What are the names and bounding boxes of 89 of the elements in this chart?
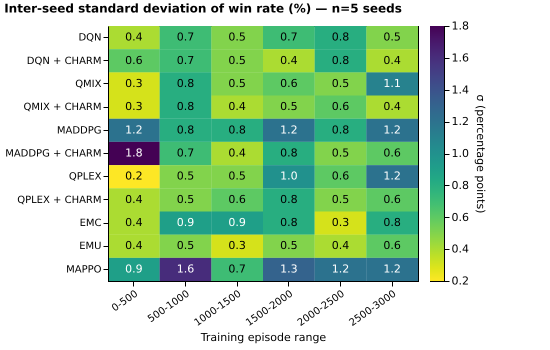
- y-tick-label: DQN: [78, 32, 102, 44]
- data-label: 0.5: [176, 192, 194, 206]
- data-label: 0.6: [383, 239, 401, 252]
- data-label: 0.5: [332, 192, 350, 206]
- color-bar-label: 0.8: [452, 178, 469, 192]
- data-label: 0.6: [332, 100, 350, 114]
- y-tick-label: QPLEX + CHARM: [17, 194, 102, 206]
- data-label: 0.8: [176, 76, 194, 90]
- data-label: 0.5: [383, 30, 401, 44]
- y-tick-label: EMU: [79, 241, 102, 252]
- data-label: 0.3: [332, 216, 350, 230]
- data-label: 1.2: [383, 123, 401, 136]
- data-label: 0.8: [332, 54, 350, 67]
- color-bar-label: 0.6: [452, 210, 469, 224]
- data-label: 0.8: [332, 30, 350, 44]
- data-label: 0.4: [125, 216, 143, 230]
- color-bar-label: 1.4: [452, 83, 469, 96]
- data-label: 1.2: [383, 262, 401, 276]
- data-label: 1.3: [280, 262, 298, 276]
- data-label: 0.4: [383, 100, 401, 114]
- data-label: 0.3: [125, 76, 143, 90]
- data-label: 0.6: [125, 54, 143, 67]
- data-label: 0.8: [280, 192, 298, 206]
- data-label: 0.7: [176, 54, 194, 67]
- data-label: 0.9: [125, 262, 143, 276]
- data-label: 1.2: [383, 170, 401, 183]
- data-label: 0.5: [280, 239, 298, 252]
- data-label: 1.2: [125, 123, 143, 136]
- data-label: 0.5: [176, 239, 194, 252]
- data-label: 0.2: [125, 170, 143, 183]
- data-label: 0.6: [332, 170, 350, 183]
- data-label: 0.6: [383, 146, 401, 160]
- y-tick-label: MAPPO: [66, 264, 102, 276]
- chart-title: Inter-seed standard deviation of win rate (%) — n=5 seeds: [4, 2, 402, 16]
- data-label: 1.2: [280, 123, 298, 136]
- data-label: 0.4: [332, 239, 350, 252]
- data-label: 0.5: [332, 146, 350, 160]
- data-label: 0.7: [176, 30, 194, 44]
- data-label: 0.7: [176, 146, 194, 160]
- data-label: 0.4: [280, 54, 298, 67]
- color-bar-label: 1.0: [452, 147, 469, 160]
- data-label: 0.4: [125, 30, 143, 44]
- data-label: 0.6: [228, 192, 246, 206]
- data-label: 1.1: [383, 76, 401, 90]
- color-bar-label: 0.4: [452, 242, 469, 256]
- data-label: 0.7: [228, 262, 246, 276]
- data-label: 0.5: [280, 100, 298, 114]
- data-label: 1.8: [125, 146, 143, 160]
- x-axis-title: Training episode range: [200, 330, 326, 344]
- data-label: 0.8: [228, 123, 246, 136]
- data-label: 0.4: [125, 192, 143, 206]
- y-tick-label: MADDPG: [56, 125, 102, 136]
- color-bar-label: 0.2: [452, 274, 469, 288]
- color-bar-title: σ (percentage points): [474, 94, 487, 214]
- data-label: 0.4: [125, 239, 143, 252]
- y-tick-label: QMIX: [75, 78, 102, 90]
- data-label: 0.5: [176, 170, 194, 183]
- data-label: 0.5: [228, 76, 246, 90]
- data-label: 1.6: [176, 262, 194, 276]
- data-label: 0.5: [332, 76, 350, 90]
- data-label: 0.5: [228, 54, 246, 67]
- data-label: 0.8: [383, 216, 401, 230]
- data-label: 0.7: [280, 30, 298, 44]
- data-label: 0.8: [176, 100, 194, 114]
- data-label: 0.3: [228, 239, 246, 252]
- y-tick-label: MADDPG + CHARM: [5, 148, 102, 160]
- data-label: 0.8: [176, 123, 194, 136]
- data-label: 1.0: [280, 170, 298, 183]
- data-label: 0.8: [280, 216, 298, 230]
- data-label: 0.6: [280, 76, 298, 90]
- data-label: 0.5: [228, 170, 246, 183]
- data-label: 0.4: [228, 100, 246, 114]
- y-tick-label: QPLEX: [68, 172, 102, 183]
- data-label: 0.9: [228, 216, 246, 230]
- y-tick-label: QMIX + CHARM: [24, 102, 102, 114]
- data-label: 0.5: [228, 30, 246, 44]
- data-label: 0.8: [280, 146, 298, 160]
- color-bar-label: 1.2: [452, 115, 469, 128]
- y-tick-label: DQN + CHARM: [26, 56, 102, 67]
- data-label: 0.4: [383, 54, 401, 67]
- data-label: 0.9: [176, 216, 194, 230]
- color-bar-label: 1.6: [452, 51, 469, 64]
- data-label: 0.3: [125, 100, 143, 114]
- color-bar-label: 1.8: [452, 20, 469, 32]
- y-tick-label: EMC: [80, 218, 102, 230]
- data-label: 0.6: [383, 192, 401, 206]
- data-label: 0.8: [332, 123, 350, 136]
- data-label: 1.2: [332, 262, 350, 276]
- data-label: 0.4: [228, 146, 246, 160]
